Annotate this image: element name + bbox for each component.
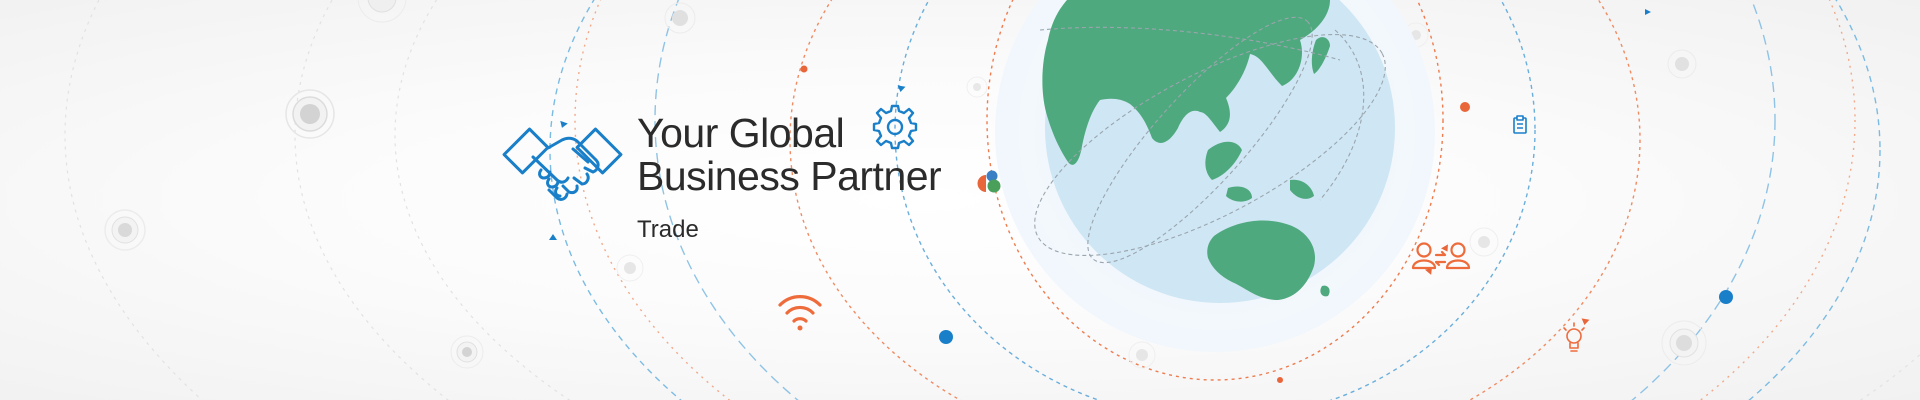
headline: Your Global Business Partner: [637, 110, 942, 199]
orbit-orange-outer: [789, 0, 1641, 400]
clipboard-icon: [1513, 115, 1527, 134]
headline-line-1: Your Global: [637, 110, 845, 156]
brand-logo-icon: [977, 170, 1001, 193]
orbit-arrowheads: [549, 9, 1651, 325]
orbit-blue-far: [654, 0, 1776, 400]
people-exchange-icon: [1411, 242, 1471, 270]
headline-line-2: Business Partner: [637, 153, 942, 199]
orbit-orange-inner: [986, 0, 1444, 381]
subtitle-trade: Trade: [637, 216, 699, 243]
orbit-nodes: [800, 65, 1733, 383]
handshake-icon: [502, 127, 623, 201]
orbit-blue-outer: [549, 0, 1881, 400]
wifi-icon: [778, 295, 822, 331]
gear-icon: [872, 104, 918, 150]
orbit-orange-far: [574, 0, 1856, 400]
orbit-blue-mid: [894, 0, 1536, 400]
globe: [995, 0, 1435, 352]
lightbulb-icon: [1563, 322, 1585, 352]
